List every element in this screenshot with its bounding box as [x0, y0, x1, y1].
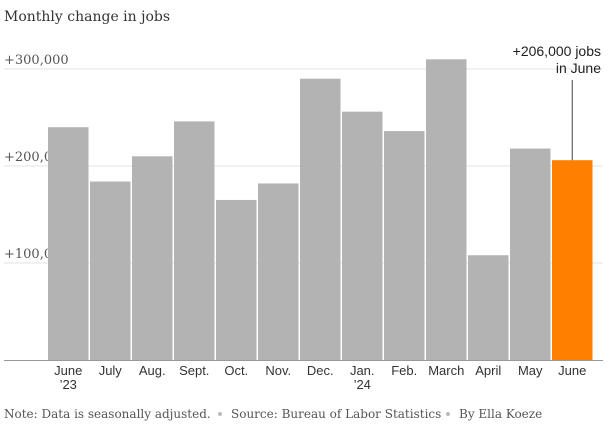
x-tick-label: April [475, 363, 501, 378]
footer-note: Note: Data is seasonally adjusted. [4, 407, 211, 421]
annotation-line-1: +206,000 jobs [513, 43, 601, 59]
bar [300, 78, 341, 360]
bar [216, 199, 257, 360]
footer-source: Source: Bureau of Labor Statistics [231, 407, 441, 421]
bar [384, 131, 425, 360]
bar [426, 59, 467, 361]
footer-byline: By Ella Koeze [459, 407, 542, 421]
bar [132, 156, 173, 360]
bar [174, 121, 215, 360]
chart-title: Monthly change in jobs [4, 9, 170, 25]
footer-separator-2 [446, 412, 450, 416]
bar [342, 111, 383, 361]
bar [510, 148, 551, 360]
bar [90, 181, 131, 360]
x-tick-label: June [54, 363, 82, 378]
x-tick-label: Nov. [265, 363, 291, 378]
x-tick-label: March [428, 363, 464, 378]
bars [48, 59, 593, 361]
bar [48, 127, 89, 360]
annotation: +206,000 jobs in June [513, 43, 601, 161]
x-tick-label: Jan. [350, 363, 375, 378]
footer-separator-1 [218, 412, 222, 416]
x-tick-sublabel: ’23 [60, 377, 77, 392]
footer: Note: Data is seasonally adjusted. Sourc… [4, 407, 542, 421]
x-tick-label: Feb. [391, 363, 417, 378]
x-tick-label: Oct. [224, 363, 248, 378]
bar [258, 183, 299, 360]
annotation-line-2: in June [556, 60, 601, 76]
bar [552, 160, 593, 360]
x-tick-sublabel: ’24 [354, 377, 371, 392]
x-tick-label: Sept. [179, 363, 209, 378]
bar [468, 255, 509, 360]
x-tick-label: May [518, 363, 543, 378]
x-tick-label: Aug. [139, 363, 166, 378]
x-tick-label: June [558, 363, 586, 378]
x-tick-label: July [99, 363, 123, 378]
x-tick-label: Dec. [307, 363, 334, 378]
y-tick-label: +300,000 [4, 53, 69, 68]
